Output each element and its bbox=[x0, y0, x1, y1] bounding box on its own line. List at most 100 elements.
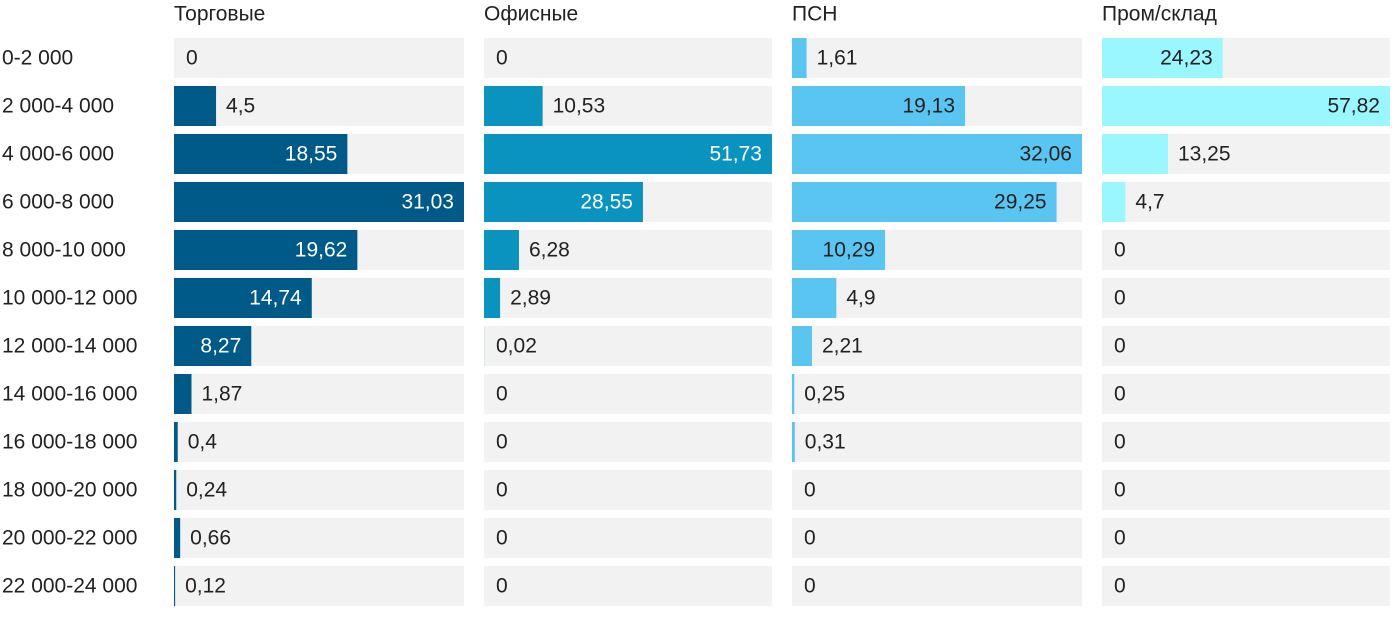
value-label: 0,31 bbox=[805, 431, 846, 454]
bar-track bbox=[792, 326, 1082, 366]
series-title: Пром/склад bbox=[1102, 3, 1217, 26]
value-label: 0 bbox=[804, 575, 816, 598]
category-label: 22 000-24 000 bbox=[2, 575, 137, 598]
value-label: 28,55 bbox=[580, 191, 633, 214]
value-label: 0 bbox=[1114, 287, 1126, 310]
value-label: 0,25 bbox=[804, 383, 845, 406]
value-label: 0 bbox=[496, 47, 508, 70]
value-label: 0 bbox=[1114, 575, 1126, 598]
bar bbox=[174, 470, 177, 510]
bar-track bbox=[792, 470, 1082, 510]
bar-track bbox=[1102, 230, 1390, 270]
category-label: 12 000-14 000 bbox=[2, 335, 137, 358]
value-label: 8,27 bbox=[200, 335, 241, 358]
bar-track bbox=[792, 422, 1082, 462]
value-label: 0,12 bbox=[185, 575, 226, 598]
value-label: 1,87 bbox=[201, 383, 242, 406]
bar bbox=[174, 518, 181, 558]
value-label: 0,24 bbox=[186, 479, 227, 502]
value-label: 0,66 bbox=[190, 527, 231, 550]
bar-track bbox=[484, 518, 772, 558]
bar-track bbox=[174, 374, 464, 414]
bar bbox=[174, 86, 217, 126]
category-label: 0-2 000 bbox=[2, 47, 73, 70]
bar-track bbox=[1102, 422, 1390, 462]
value-label: 19,62 bbox=[295, 239, 348, 262]
bar-track bbox=[1102, 470, 1390, 510]
bar bbox=[484, 134, 772, 174]
bar-track bbox=[484, 422, 772, 462]
bar bbox=[484, 86, 543, 126]
bar bbox=[792, 230, 886, 270]
value-label: 14,74 bbox=[249, 287, 302, 310]
value-label: 0,4 bbox=[188, 431, 218, 454]
value-label: 24,23 bbox=[1160, 47, 1213, 70]
bar bbox=[484, 182, 643, 222]
bar-track bbox=[792, 566, 1082, 606]
bar bbox=[174, 374, 192, 414]
value-label: 4,7 bbox=[1135, 191, 1164, 214]
bar-track bbox=[484, 278, 772, 318]
bar-track bbox=[174, 38, 464, 78]
category-label: 6 000-8 000 bbox=[2, 191, 114, 214]
bar-track bbox=[484, 230, 772, 270]
bar bbox=[792, 374, 795, 414]
bar bbox=[174, 422, 178, 462]
value-label: 19,13 bbox=[902, 95, 955, 118]
bar bbox=[792, 326, 812, 366]
value-label: 29,25 bbox=[994, 191, 1047, 214]
bar bbox=[792, 134, 1082, 174]
bar bbox=[174, 326, 252, 366]
bar bbox=[792, 182, 1057, 222]
bar-track bbox=[174, 518, 464, 558]
value-label: 0 bbox=[1114, 527, 1126, 550]
category-label: 2 000-4 000 bbox=[2, 95, 114, 118]
value-label: 51,73 bbox=[709, 143, 762, 166]
value-label: 18,55 bbox=[285, 143, 338, 166]
value-label: 0 bbox=[186, 47, 198, 70]
bar bbox=[792, 86, 966, 126]
value-label: 6,28 bbox=[529, 239, 570, 262]
value-label: 0 bbox=[1114, 239, 1126, 262]
bar-track bbox=[1102, 326, 1390, 366]
bar-track bbox=[1102, 374, 1390, 414]
bar-track bbox=[484, 470, 772, 510]
value-label: 32,06 bbox=[1019, 143, 1072, 166]
series-title: Офисные bbox=[484, 3, 578, 26]
value-label: 57,82 bbox=[1327, 95, 1380, 118]
category-label: 4 000-6 000 bbox=[2, 143, 114, 166]
bar-track bbox=[174, 470, 464, 510]
value-label: 4,9 bbox=[846, 287, 875, 310]
category-label: 16 000-18 000 bbox=[2, 431, 137, 454]
value-label: 0 bbox=[496, 575, 508, 598]
bar-track bbox=[1102, 182, 1390, 222]
bar-track bbox=[484, 326, 772, 366]
value-label: 13,25 bbox=[1178, 143, 1231, 166]
bar bbox=[1102, 38, 1223, 78]
bar bbox=[792, 278, 837, 318]
value-label: 4,5 bbox=[226, 95, 255, 118]
value-label: 0 bbox=[496, 527, 508, 550]
value-label: 31,03 bbox=[401, 191, 454, 214]
bar-track bbox=[1102, 518, 1390, 558]
bar bbox=[174, 278, 312, 318]
series-title: ПСН bbox=[792, 3, 837, 26]
value-label: 0 bbox=[1114, 335, 1126, 358]
bar-track bbox=[792, 518, 1082, 558]
bar bbox=[484, 230, 519, 270]
value-label: 0 bbox=[804, 479, 816, 502]
value-label: 0,02 bbox=[496, 335, 537, 358]
value-label: 0 bbox=[1114, 431, 1126, 454]
bar-track bbox=[484, 566, 772, 606]
bar-track bbox=[174, 86, 464, 126]
value-label: 0 bbox=[496, 431, 508, 454]
value-label: 10,29 bbox=[823, 239, 876, 262]
bar bbox=[174, 566, 176, 606]
bar-track bbox=[484, 38, 772, 78]
bar-track bbox=[174, 566, 464, 606]
bar bbox=[792, 422, 795, 462]
value-label: 2,89 bbox=[510, 287, 551, 310]
category-label: 18 000-20 000 bbox=[2, 479, 137, 502]
bar bbox=[174, 182, 464, 222]
